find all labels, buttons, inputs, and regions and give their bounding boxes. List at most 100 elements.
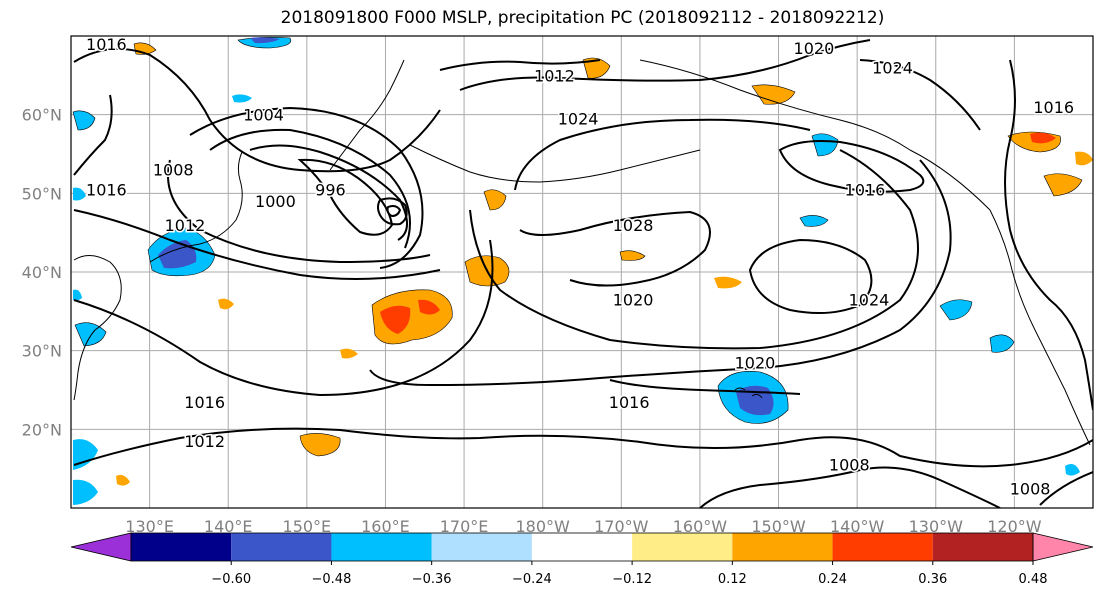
coastline-aleutians	[409, 144, 701, 183]
isobar-label: 1016	[184, 393, 225, 412]
precip-area-positive-core	[418, 299, 440, 315]
precip-area-positive-core	[1030, 132, 1056, 144]
isobar	[297, 158, 394, 236]
colorbar-tick-label: −0.12	[612, 572, 652, 587]
isobar	[514, 118, 811, 191]
isobar-label: 1008	[1010, 479, 1051, 498]
isobar	[469, 149, 919, 350]
colorbar: −0.60 −0.48 −0.36 −0.24 −0.12 0.12 0.24 0.36 0.4…	[70, 532, 1094, 587]
isobar-label: 1000	[255, 192, 296, 211]
isobar-label: 1016	[845, 180, 886, 199]
precip-area-negative	[73, 289, 82, 301]
coastline-japan	[149, 151, 243, 263]
colorbar-tick-label: 0.24	[818, 572, 847, 587]
colorbar-segment	[331, 533, 432, 561]
precip-area-positive-core	[380, 305, 411, 334]
isobar	[73, 94, 113, 176]
precip-area-positive	[1043, 173, 1083, 197]
lat-tick-label: 30°N	[22, 342, 62, 361]
isobar-label: 1028	[613, 216, 654, 235]
lat-tick-label: 20°N	[22, 420, 62, 439]
isobar-label: 1024	[849, 291, 890, 310]
precip-area-negative	[73, 187, 86, 201]
isobar-label: 1020	[735, 353, 776, 372]
coastlines	[73, 59, 1091, 446]
colorbar-segment	[131, 533, 232, 561]
lon-tick-label: 160°W	[673, 517, 728, 536]
precip-area-positive	[751, 84, 796, 105]
isobar	[73, 427, 1093, 468]
coastline-kamchatka	[329, 59, 405, 171]
isobar-label: 1012	[184, 432, 225, 451]
precip-area-negative	[73, 439, 98, 470]
precipitation-shading	[72, 37, 1093, 505]
axis-tick-labels: 130°E 140°E 150°E 160°E 170°E 180°W 170°W 160°W…	[22, 106, 1042, 536]
precip-area-negative-core	[158, 240, 197, 269]
isobar-label: 1008	[153, 161, 194, 180]
isobar	[1004, 59, 1093, 411]
isobar	[439, 59, 601, 71]
lon-tick-label: 130°E	[125, 517, 174, 536]
isobar	[73, 47, 441, 173]
colorbar-frame	[130, 532, 1034, 562]
map-grid	[71, 36, 1093, 508]
lat-tick-label: 40°N	[22, 263, 62, 282]
plot-frame	[70, 35, 1094, 509]
precip-area-negative	[74, 322, 107, 347]
isobar	[249, 144, 408, 241]
mslp-isobars	[73, 39, 1093, 508]
lon-tick-label: 180°W	[516, 517, 571, 536]
lon-tick-label: 170°W	[594, 517, 649, 536]
colorbar-segment	[431, 533, 532, 561]
colorbar-segment	[632, 533, 733, 561]
colorbar-segment	[531, 533, 633, 561]
isobar-label: 1008	[829, 456, 870, 475]
isobar	[699, 466, 1001, 508]
precip-area-positive	[218, 298, 234, 310]
isobar-label: 1012	[534, 66, 575, 85]
colorbar-segment	[932, 533, 1033, 561]
colorbar-extend-high	[1032, 532, 1094, 562]
precip-area-positive	[340, 348, 358, 359]
precip-area-negative	[811, 133, 839, 157]
precip-area-negative	[73, 479, 98, 505]
colorbar-segment	[231, 533, 332, 561]
isobar-label: 1016	[1033, 98, 1074, 117]
isobar-label: 10	[1091, 432, 1105, 451]
lon-tick-label: 170°E	[440, 517, 489, 536]
isobar-label: 1012	[165, 216, 206, 235]
isobar	[386, 205, 402, 218]
lat-tick-label: 60°N	[22, 106, 62, 125]
precip-area-negative	[1065, 464, 1080, 476]
precip-area-positive	[582, 57, 611, 79]
precip-area-negative	[232, 94, 252, 103]
isobar-labels: 1016 1012 1020 1024 1016 1004 1024 1008 1016 996 1…	[85, 36, 1105, 500]
isobar-label: 1024	[558, 110, 599, 129]
isobar-label: 1004	[243, 106, 284, 125]
precip-area-negative-core	[250, 37, 280, 44]
precip-area-positive	[1075, 151, 1093, 166]
colorbar-tick-label: 0.48	[1019, 572, 1048, 587]
precip-area-negative	[989, 334, 1015, 353]
isobar	[748, 238, 873, 314]
isobar	[73, 209, 441, 280]
colorbar-tick-label: −0.60	[211, 572, 251, 587]
coastline-na-west	[989, 209, 1091, 446]
isobar	[519, 210, 711, 287]
lon-tick-label: 130°W	[909, 517, 964, 536]
isobar	[609, 379, 801, 395]
precip-area-negative	[799, 215, 829, 227]
lon-tick-label: 150°E	[283, 517, 332, 536]
lon-tick-label: 120°W	[987, 517, 1042, 536]
precip-area-negative	[939, 299, 973, 321]
colorbar-extend-low	[70, 532, 132, 562]
isobar	[189, 106, 424, 269]
colorbar-tick-label: −0.36	[412, 572, 452, 587]
isobar	[167, 159, 431, 264]
map-title: 2018091800 F000 MSLP, precipitation PC (…	[280, 8, 885, 28]
coastline-asia	[73, 255, 122, 401]
colorbar-tick-label: −0.24	[512, 572, 552, 587]
isobar	[1039, 471, 1093, 506]
colorbar-tick-label: 0.12	[718, 572, 747, 587]
